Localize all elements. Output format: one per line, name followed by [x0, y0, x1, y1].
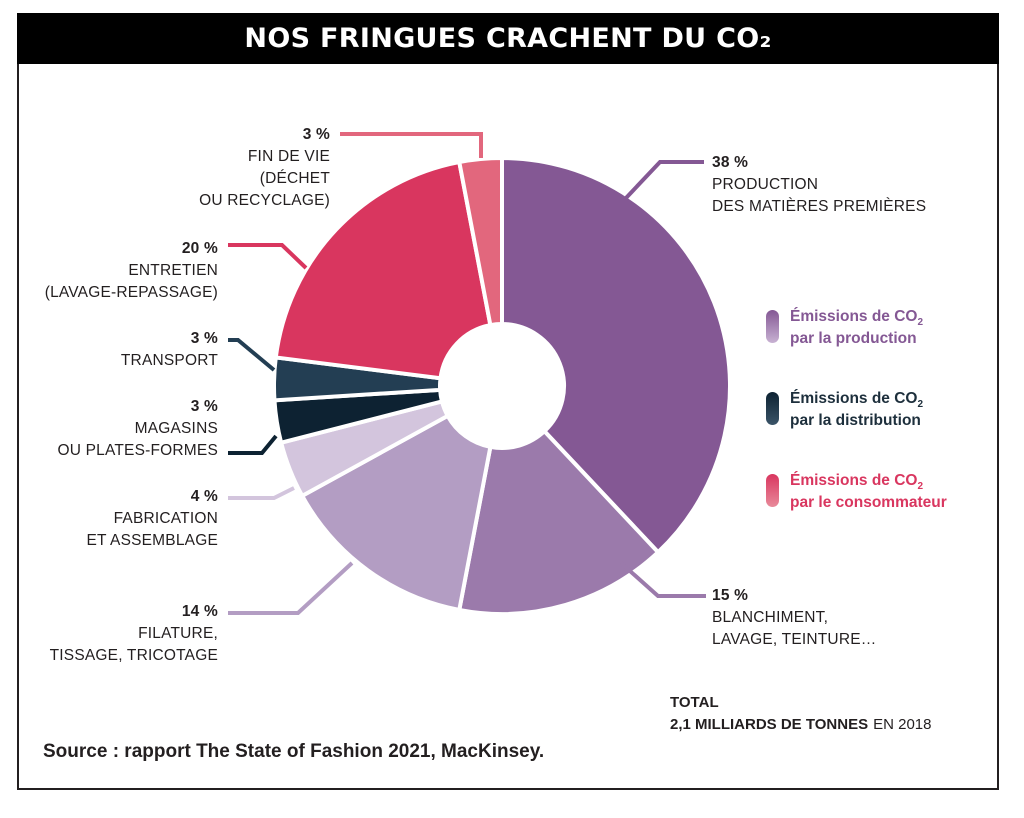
slice-0: [500, 155, 732, 556]
legend-label-0: Émissions de CO2: [790, 308, 923, 328]
leader-lines: [228, 132, 706, 615]
leader-line-5: [228, 338, 276, 372]
slice-value-label-0: 38 %: [712, 154, 748, 171]
leader-line-6: [228, 243, 308, 270]
slices-group: [272, 155, 732, 616]
leader-line-4: [228, 434, 278, 455]
slice-category-label-6: ENTRETIEN: [128, 262, 218, 279]
slice-value-label-7: 3 %: [303, 126, 330, 143]
slice-category-label-1: LAVAGE, TEINTURE…: [712, 631, 876, 648]
leader-line-0: [624, 160, 704, 200]
source-note: Source : rapport The State of Fashion 20…: [43, 741, 545, 762]
total-suffix: EN 2018: [873, 716, 931, 733]
slice-7: [456, 155, 504, 328]
legend-label-1: Émissions de CO2: [790, 390, 923, 410]
slice-category-label-7: (DÉCHET: [260, 170, 331, 187]
legend-sublabel-0: par la production: [790, 330, 917, 347]
slice-value-label-3: 4 %: [191, 488, 218, 505]
legend-sublabel-1: par la distribution: [790, 412, 921, 429]
slice-category-label-1: BLANCHIMENT,: [712, 609, 828, 626]
legend-swatch-0: [766, 310, 779, 343]
legend-sublabel-2: par le consommateur: [790, 494, 947, 511]
slice-value-label-4: 3 %: [191, 398, 218, 415]
slice-2: [299, 413, 493, 613]
slice-category-label-6: (LAVAGE-REPASSAGE): [45, 284, 218, 301]
slice-category-label-0: DES MATIÈRES PREMIÈRES: [712, 198, 926, 215]
slice-category-label-7: OU RECYCLAGE): [199, 192, 330, 209]
total-value: 2,1 MILLIARDS DE TONNES: [670, 716, 868, 733]
slice-category-label-4: OU PLATES-FORMES: [57, 442, 218, 459]
slice-value-label-6: 20 %: [182, 240, 218, 257]
slice-category-label-3: FABRICATION: [114, 510, 218, 527]
leader-line-7: [340, 132, 483, 158]
legend-label-2: Émissions de CO2: [790, 472, 923, 492]
slice-1: [456, 428, 661, 616]
slice-labels: 38 % PRODUCTION DES MATIÈRES PREMIÈRES 15 %…: [45, 126, 926, 664]
slice-category-label-5: TRANSPORT: [121, 352, 218, 369]
total-value-line: 2,1 MILLIARDS DE TONNES EN 2018: [670, 716, 931, 733]
chart-title: NOS FRINGUES CRACHENT DU CO₂: [17, 13, 999, 64]
legend-swatch-2: [766, 474, 779, 507]
total-label: TOTAL: [670, 694, 719, 711]
slice-value-label-2: 14 %: [182, 603, 218, 620]
slice-category-label-2: TISSAGE, TRICOTAGE: [50, 647, 218, 664]
slice-category-label-3: ET ASSEMBLAGE: [86, 532, 218, 549]
leader-line-3: [228, 486, 295, 500]
leader-line-1: [619, 561, 706, 598]
slice-category-label-0: PRODUCTION: [712, 176, 818, 193]
slice-value-label-1: 15 %: [712, 587, 748, 604]
legend: Émissions de CO2 par la production Émissio…: [766, 308, 947, 511]
slice-category-label-2: FILATURE,: [138, 625, 218, 642]
leader-line-2: [228, 561, 354, 615]
slice-category-label-4: MAGASINS: [135, 420, 218, 437]
slice-value-label-5: 3 %: [191, 330, 218, 347]
legend-swatch-1: [766, 392, 779, 425]
slice-category-label-7: FIN DE VIE: [248, 148, 330, 165]
slice-6: [273, 159, 493, 381]
